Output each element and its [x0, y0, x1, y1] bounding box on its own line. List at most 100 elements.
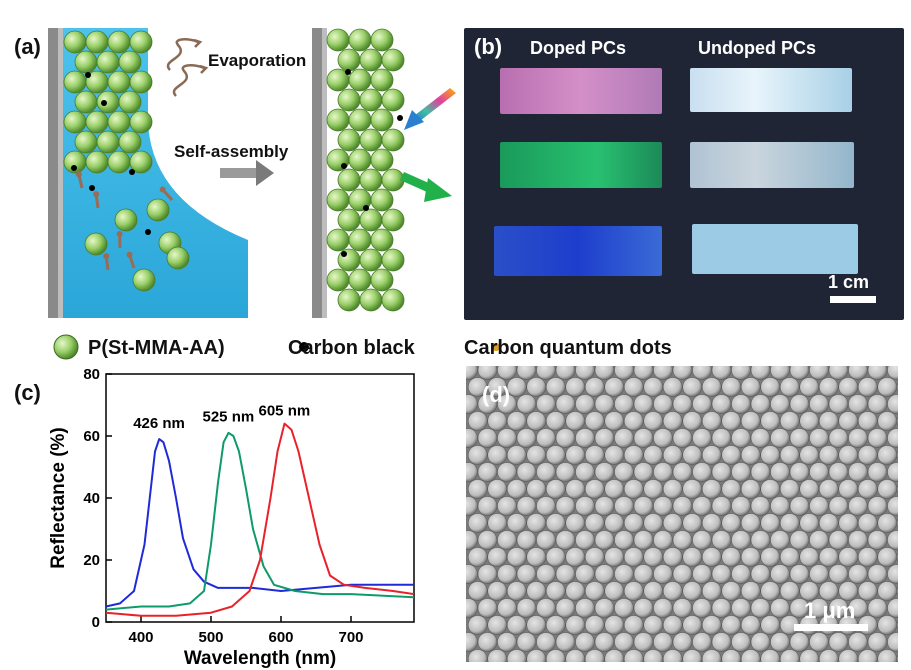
- sem-particle: [867, 394, 888, 414]
- sem-particle: [741, 581, 761, 601]
- sem-particle: [789, 366, 810, 380]
- sphere: [107, 110, 131, 134]
- sem-particle: [809, 564, 829, 584]
- sem-particle: [897, 484, 898, 494]
- sem-particle: [497, 462, 517, 482]
- sem-particle: [672, 564, 693, 584]
- sem-particle: [760, 479, 780, 499]
- sem-particle: [653, 632, 673, 652]
- sem-particle: [731, 462, 751, 482]
- sem-particle: [526, 547, 546, 567]
- sem-particle: [643, 377, 663, 397]
- sem-particle: [653, 394, 673, 414]
- evaporation-label: Evaporation: [208, 51, 307, 70]
- sem-particle: [614, 632, 634, 652]
- sem-particle: [614, 598, 634, 618]
- sem-particle: [867, 428, 888, 448]
- sem-particle: [546, 377, 566, 397]
- sem-particle: [663, 377, 683, 397]
- sem-particle: [672, 598, 693, 618]
- sem-particle: [887, 530, 898, 550]
- sphere: [337, 288, 361, 312]
- sem-particle: [497, 394, 517, 414]
- sem-particle: [663, 411, 683, 431]
- sem-particle: [799, 649, 819, 662]
- sem-particle: [692, 530, 712, 550]
- sem-particle: [536, 564, 556, 584]
- right-sphere-packing: [326, 28, 405, 312]
- sem-particle: [594, 366, 615, 380]
- sem-particle: [799, 479, 819, 499]
- sem-particle: [477, 632, 498, 652]
- sphere: [107, 30, 131, 54]
- sem-particle: [702, 377, 722, 397]
- sphere: [132, 268, 156, 292]
- sem-particle: [477, 530, 498, 550]
- sem-particle: [546, 649, 566, 662]
- sem-particle: [565, 581, 585, 601]
- doped-slide-blue: [494, 226, 662, 276]
- sem-particle: [575, 366, 595, 380]
- sem-particle: [858, 445, 878, 465]
- sphere: [348, 28, 372, 52]
- sem-particle: [692, 564, 712, 584]
- sem-particle: [466, 598, 478, 618]
- sphere: [337, 128, 361, 152]
- self-assembly-arrow: [220, 160, 274, 186]
- y-tick-label: 20: [83, 552, 100, 569]
- sem-particle: [877, 581, 897, 601]
- sem-particle: [721, 581, 741, 601]
- sem-particle: [653, 496, 673, 516]
- sem-particle: [682, 479, 702, 499]
- sem-particle: [565, 649, 585, 662]
- sem-particle: [780, 377, 800, 397]
- sem-particle: [809, 394, 829, 414]
- sem-particle: [614, 394, 634, 414]
- sem-particle: [565, 479, 585, 499]
- sem-particles: [466, 366, 898, 662]
- sem-particle: [468, 547, 488, 567]
- doped-slide-green: [500, 142, 662, 188]
- sem-particle: [477, 462, 498, 482]
- sem-particle: [702, 547, 722, 567]
- sem-particle: [585, 615, 605, 635]
- sem-particle: [838, 411, 858, 431]
- sem-particle: [682, 445, 702, 465]
- sem-particle: [750, 564, 771, 584]
- sem-particle: [789, 564, 810, 584]
- sem-particle: [760, 649, 780, 662]
- sem-particle: [780, 547, 800, 567]
- sem-particle: [633, 428, 654, 448]
- sem-particle: [507, 649, 527, 662]
- sem-particle: [672, 428, 693, 448]
- sem-particle: [497, 530, 517, 550]
- sem-particle: [702, 513, 722, 533]
- sem-particle: [555, 394, 576, 414]
- sem-particle: [867, 530, 888, 550]
- sem-particle: [604, 377, 624, 397]
- panel-d-sem: (d) 1 μm: [466, 366, 898, 662]
- sem-particle: [887, 394, 898, 414]
- sem-particle: [663, 581, 683, 601]
- x-tick-label: 500: [198, 629, 223, 646]
- sem-particle: [692, 428, 712, 448]
- sem-particle: [516, 632, 537, 652]
- sem-particle: [750, 530, 771, 550]
- sem-particle: [466, 394, 478, 414]
- sem-particle: [809, 598, 829, 618]
- sem-particle: [497, 428, 517, 448]
- sem-particle: [466, 462, 478, 482]
- sem-particle: [858, 581, 878, 601]
- sphere: [337, 88, 361, 112]
- sem-particle: [516, 366, 537, 380]
- sem-particle: [760, 547, 780, 567]
- sem-particle: [633, 564, 654, 584]
- sem-particle: [711, 496, 732, 516]
- sem-particle: [466, 632, 478, 652]
- sem-particle: [536, 366, 556, 380]
- sem-particle: [643, 581, 663, 601]
- sphere: [63, 110, 87, 134]
- sem-particle: [819, 581, 839, 601]
- sem-particle: [770, 598, 790, 618]
